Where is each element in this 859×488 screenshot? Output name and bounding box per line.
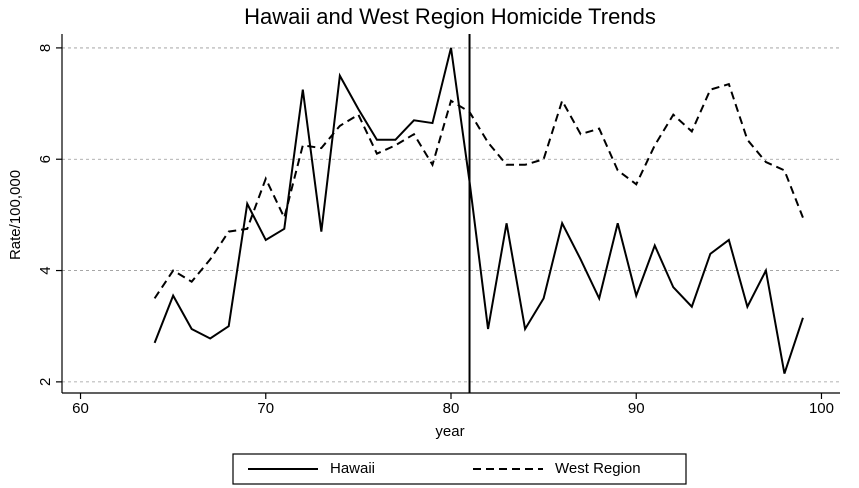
x-tick-label: 70 [257,400,274,417]
y-axis-label: Rate/100,000 [7,170,24,260]
legend-label: West Region [555,460,641,477]
x-axis-label: year [435,423,464,440]
series-line [153,47,804,374]
y-tick-label: 6 [37,155,54,163]
legend-box [232,453,687,485]
chart-title: Hawaii and West Region Homicide Trends [244,4,656,29]
x-tick-label: 100 [809,400,834,417]
y-tick-label: 8 [37,44,54,52]
y-tick-label: 4 [37,266,54,274]
y-tick-label: 2 [37,378,54,386]
x-tick-label: 60 [72,400,89,417]
series-line [153,82,804,299]
legend-label: Hawaii [330,460,375,477]
x-tick-label: 90 [628,400,645,417]
x-tick-label: 80 [443,400,460,417]
